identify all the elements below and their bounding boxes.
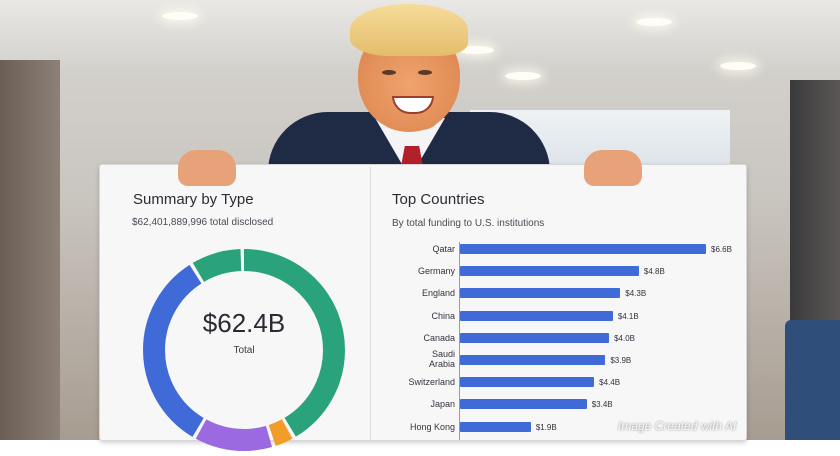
country-bar-chart: Qatar $6.6B Germany $4.8B England $4.3B China $… bbox=[385, 240, 745, 440]
country-bar bbox=[460, 377, 595, 388]
country-row: Qatar $6.6B bbox=[385, 240, 745, 262]
right-eye bbox=[418, 70, 432, 75]
office-chair bbox=[785, 320, 840, 440]
watermark: Image Created with AI bbox=[618, 419, 737, 433]
ceiling-light bbox=[636, 18, 672, 26]
bar-axis bbox=[459, 242, 460, 440]
country-bar bbox=[460, 355, 606, 365]
country-value: $4.1B bbox=[617, 311, 639, 321]
country-label: Saudi Arabia bbox=[428, 349, 455, 369]
country-label: Germany bbox=[417, 266, 455, 277]
country-value: $4.0B bbox=[614, 333, 635, 343]
country-row: Japan $3.4B bbox=[385, 395, 745, 417]
display-board bbox=[100, 165, 746, 440]
country-value: $1.9B bbox=[535, 422, 557, 432]
ceiling-light bbox=[720, 62, 756, 70]
country-row: Germany $4.8B bbox=[385, 262, 745, 284]
country-row: England $4.3B bbox=[385, 284, 745, 306]
country-label: Switzerland bbox=[408, 377, 455, 388]
country-label: Hong Kong bbox=[409, 421, 455, 432]
country-value: $3.9B bbox=[610, 356, 632, 365]
ceiling-light bbox=[162, 12, 198, 20]
country-label: China bbox=[431, 310, 455, 321]
hair bbox=[350, 4, 468, 56]
country-label: England bbox=[421, 288, 455, 299]
country-row: China $4.1B bbox=[385, 307, 745, 329]
board-divider bbox=[370, 167, 371, 440]
country-bar bbox=[460, 244, 706, 254]
country-bar bbox=[460, 310, 613, 321]
ceiling-light bbox=[458, 46, 494, 54]
country-label: Qatar bbox=[432, 244, 455, 254]
country-label: Canada bbox=[423, 332, 455, 343]
countries-subtitle: By total funding to U.S. institutions bbox=[392, 218, 545, 229]
country-row: Canada $4.0B bbox=[385, 329, 745, 351]
country-bar bbox=[460, 421, 531, 432]
left-hand bbox=[178, 150, 236, 186]
country-bar bbox=[460, 332, 610, 343]
total-amount: $62.4B bbox=[202, 308, 286, 338]
left-eye bbox=[382, 70, 396, 75]
left-wall bbox=[0, 60, 60, 440]
country-value: $6.6B bbox=[711, 245, 732, 254]
donut-segment-3 bbox=[143, 249, 345, 451]
country-bar bbox=[460, 288, 621, 299]
country-value: $4.8B bbox=[643, 267, 665, 277]
country-label: Japan bbox=[430, 399, 455, 410]
country-bar bbox=[460, 266, 639, 277]
summary-title: Summary by Type bbox=[133, 191, 254, 208]
ceiling-light bbox=[505, 72, 541, 80]
country-bar bbox=[460, 399, 587, 410]
country-value: $3.4B bbox=[591, 400, 613, 410]
total-label: Total bbox=[233, 345, 255, 356]
donut-segment-0 bbox=[143, 249, 345, 451]
country-value: $4.3B bbox=[625, 289, 647, 299]
country-value: $4.4B bbox=[599, 378, 621, 388]
country-row: Switzerland $4.4B bbox=[385, 373, 745, 395]
summary-subtitle: $62,401,889,996 total disclosed bbox=[132, 217, 274, 228]
right-hand bbox=[584, 150, 642, 186]
country-row: Hong Kong $1.9B bbox=[385, 418, 745, 440]
country-row: Saudi Arabia $3.9B bbox=[385, 349, 745, 373]
countries-title: Top Countries bbox=[392, 191, 485, 208]
